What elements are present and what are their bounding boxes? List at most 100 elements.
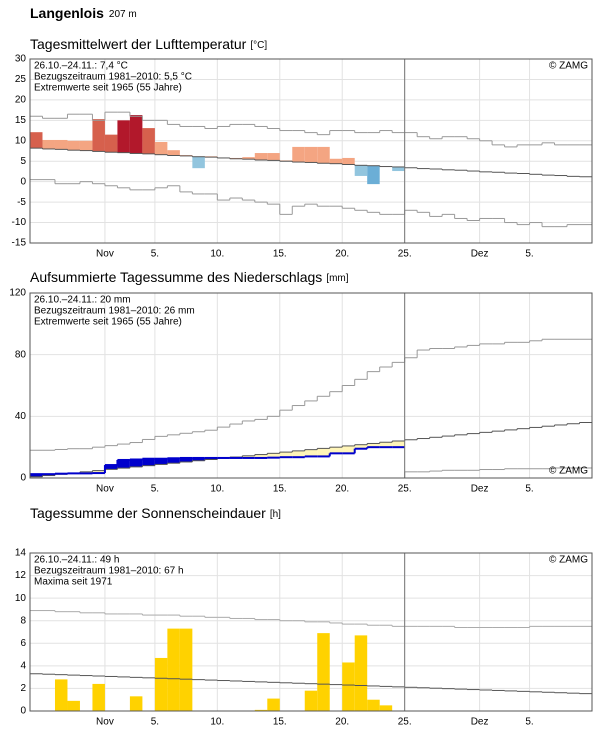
deviation-fill [167,458,180,464]
deviation-fill [117,459,130,469]
chart-title: Tagessumme der Sonnenscheindauer [h] [30,505,281,521]
y-tick-label: 20 [15,95,27,106]
y-tick-label: 8 [20,615,26,626]
deviation-fill [179,457,193,462]
x-tick-label: 5. [525,249,533,260]
anomaly-bar [329,158,343,164]
deviation-fill [254,454,268,458]
x-tick-label: 25. [398,717,412,728]
source: © ZAMG [549,466,588,477]
x-tick-label: Dez [471,717,489,728]
deviation-fill [242,455,255,458]
anomaly-bar [79,140,93,151]
y-tick-label: 40 [15,411,27,422]
deviation-fill [92,470,105,474]
anomaly-bar [367,165,380,185]
x-tick-label: 10. [210,249,224,260]
legend-entry: 26.10.–24.11.: 20 mm [34,295,131,306]
bar [317,633,330,711]
deviation-fill [154,458,168,465]
x-tick-label: Dez [471,484,489,495]
legend-entry: Bezugszeitraum 1981–2010: 26 mm [34,306,195,317]
source: © ZAMG [549,555,588,566]
legend-entry: Bezugszeitraum 1981–2010: 67 h [34,566,184,577]
legend-entry: Extremwerte seit 1965 (55 Jahre) [34,83,182,94]
elevation: 207 m [109,9,137,20]
source: © ZAMG [549,61,588,72]
y-tick-label: 10 [15,135,27,146]
anomaly-bar [154,142,168,155]
x-tick-label: 5. [525,717,533,728]
plot-area [30,293,592,478]
x-tick-label: 5. [525,484,533,495]
chart-title: Aufsummierte Tagessumme des Niederschlag… [30,269,349,285]
unit: [h] [270,509,281,520]
anomaly-bar [254,153,268,160]
x-tick-label: 5. [151,249,159,260]
bar [179,628,193,711]
x-tick-label: 25. [398,484,412,495]
anomaly-bar [129,115,143,154]
bar [304,690,318,711]
y-tick-label: 2 [20,683,26,694]
bar [267,698,280,711]
bar [379,705,393,711]
legend-entry: Extremwerte seit 1965 (55 Jahre) [34,317,182,328]
y-tick-label: 5 [20,156,26,167]
deviation-fill [104,465,118,470]
anomaly-bar [292,146,305,163]
y-tick-label: 80 [15,349,27,360]
legend-entry: Maxima seit 1971 [34,577,113,588]
y-tick-label: -10 [12,217,27,228]
anomaly-bar [167,150,180,156]
title-text: Aufsummierte Tagessumme des Niederschlag… [30,269,322,285]
anomaly-bar [342,157,355,165]
deviation-fill [329,447,343,454]
anomaly-bar [104,134,118,153]
unit: [mm] [326,273,348,284]
anomaly-bar [54,139,68,150]
anomaly-bar [142,128,155,154]
deviation-fill [267,453,280,458]
plot-area [30,553,592,711]
x-tick-label: 10. [210,484,224,495]
x-tick-label: 10. [210,717,224,728]
anomaly-bar [117,120,130,153]
deviation-fill [392,441,405,448]
anomaly-bar [392,166,405,172]
anomaly-bar [92,119,105,152]
y-tick-label: 15 [15,115,27,126]
bar [167,628,180,711]
station: Langenlois 207 m [30,5,137,21]
deviation-fill [367,443,380,448]
x-tick-label: 25. [398,249,412,260]
deviation-fill [342,445,355,454]
anomaly-bar [317,146,330,164]
chart-title: Tagesmittelwert der Lufttemperatur [°C] [30,36,267,52]
y-tick-label: 14 [15,548,27,559]
plot-frame [29,58,593,244]
deviation-fill [192,457,205,461]
bar [67,700,80,711]
anomaly-bar [304,146,318,163]
deviation-fill [304,449,318,457]
y-tick-label: -5 [17,197,26,208]
bar [354,635,368,711]
x-tick-label: Nov [96,717,114,728]
deviation-fill [379,442,393,448]
anomaly-bar [192,156,205,169]
title-text: Tagessumme der Sonnenscheindauer [30,505,266,521]
bar [129,696,143,711]
bar [154,657,168,711]
x-tick-label: 20. [335,717,349,728]
bar [92,683,105,711]
deviation-fill [30,474,43,477]
deviation-fill [317,448,330,457]
x-tick-label: 5. [151,717,159,728]
anomaly-bar [67,140,80,151]
x-tick-label: 20. [335,484,349,495]
anomaly-bar [30,132,43,149]
unit: [°C] [250,40,267,51]
bar [254,709,268,711]
